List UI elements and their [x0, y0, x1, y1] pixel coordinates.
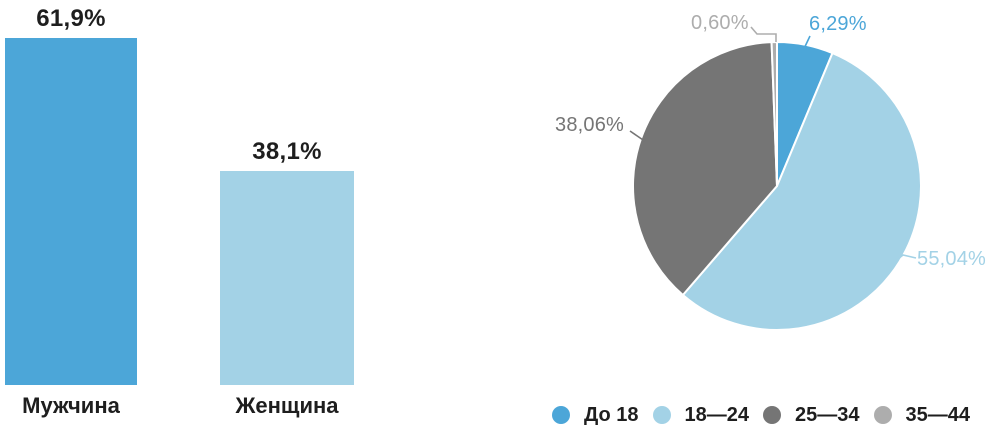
- legend-item-1: 18—24: [652, 403, 750, 427]
- legend-dot-icon: [652, 406, 671, 424]
- legend-dot-icon: [552, 406, 570, 424]
- legend-label: До 18: [584, 404, 639, 426]
- bar-muzhchina: [5, 38, 137, 385]
- legend-item-0: До 18: [552, 403, 639, 427]
- bar-category-label-muzhchina: Мужчина: [22, 393, 120, 418]
- legend-dot-icon: [873, 406, 892, 424]
- pie-label-do18: 6,29%: [809, 13, 867, 35]
- legend-dot-icon: [763, 406, 782, 424]
- legend-item-3: 35—44: [873, 403, 971, 427]
- bar-zhenschina: [220, 171, 354, 385]
- bar-value-label-muzhchina: 61,9%: [36, 5, 106, 32]
- age-legend: До 18 18—24 25—34 35—44: [552, 403, 970, 427]
- bar-value-label-zhenschina: 38,1%: [252, 138, 322, 166]
- legend-label: 18—24: [684, 404, 750, 426]
- legend-label: 25—34: [795, 404, 860, 426]
- age-pie-chart: [632, 40, 922, 331]
- pie-slice-3: [770, 40, 778, 187]
- pie-label-35-44: 0,60%: [691, 12, 749, 34]
- legend-label: 35—44: [905, 404, 971, 426]
- bar-category-label-zhenschina: Женщина: [235, 393, 339, 418]
- pie-label-25-34: 38,06%: [555, 114, 625, 136]
- pie-label-18-24: 55,04%: [917, 248, 987, 270]
- gender-bar-chart: 61,9% Мужчина 38,1% Женщина: [0, 0, 420, 439]
- legend-item-2: 25—34: [763, 403, 860, 427]
